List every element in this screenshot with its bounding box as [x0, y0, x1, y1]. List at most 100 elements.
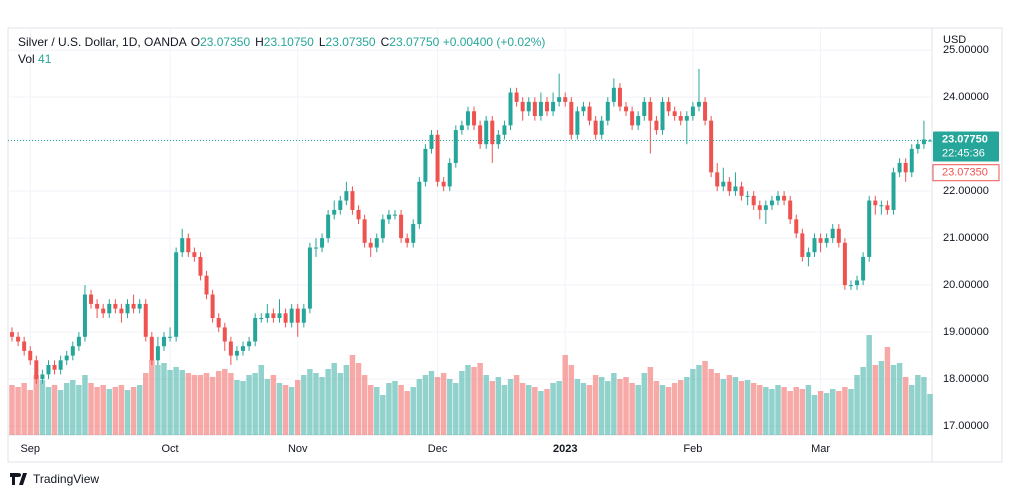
candle-body: [28, 350, 33, 361]
candle-body: [168, 336, 173, 338]
candle-body: [891, 172, 896, 210]
candle-body: [684, 115, 689, 121]
volume-bar: [386, 383, 392, 435]
y-tick-label: 19.00000: [943, 326, 989, 338]
candle-body: [526, 101, 531, 112]
candle-body: [155, 346, 160, 361]
volume-bar: [343, 365, 350, 435]
candle-body: [101, 308, 106, 314]
volume-bar: [750, 383, 757, 435]
volume-bar: [690, 369, 696, 435]
volume-bar: [209, 377, 216, 435]
x-tick-label: 2023: [553, 443, 577, 455]
volume-bar: [665, 387, 672, 435]
candle-body: [161, 336, 166, 347]
candle-body: [824, 238, 829, 243]
candle-body: [763, 205, 768, 210]
candle-body: [58, 360, 63, 370]
candle-body: [848, 285, 853, 287]
chart-frame: [7, 27, 1003, 463]
volume-bar: [167, 370, 173, 435]
candle-body: [52, 364, 57, 370]
volume-bar: [902, 377, 909, 435]
volume-bar: [829, 389, 836, 435]
volume-bar: [598, 377, 605, 435]
volume-bar: [507, 379, 514, 435]
candle-body: [313, 247, 318, 249]
volume-bar: [586, 385, 593, 435]
volume-bar: [88, 383, 94, 435]
ohlc-key: C: [380, 35, 390, 49]
candle-body: [350, 191, 355, 210]
volume-bar: [319, 377, 325, 435]
volume-bar: [459, 371, 465, 435]
candle-body: [709, 120, 714, 173]
candle-body: [599, 120, 604, 135]
candle-body: [356, 209, 361, 220]
candle-body: [338, 200, 343, 210]
volume-bar: [629, 383, 635, 435]
volume-bar: [671, 383, 678, 435]
volume-bar: [39, 380, 46, 435]
candle-body: [806, 252, 811, 257]
volume-bar: [130, 387, 137, 435]
candle-body: [453, 130, 458, 163]
volume-bar: [623, 377, 629, 435]
candle-body: [253, 318, 258, 342]
x-tick-label: Sep: [20, 443, 40, 455]
candle-body: [873, 200, 878, 206]
candle-body: [222, 327, 227, 342]
candle-body: [836, 228, 841, 243]
candle-body: [131, 303, 136, 309]
volume-bar: [647, 367, 654, 435]
candle-body: [867, 200, 872, 257]
volume-bar: [380, 395, 386, 435]
candle-body: [666, 101, 671, 112]
candle-body: [648, 101, 653, 121]
candle-body: [915, 144, 920, 149]
volume-bar: [428, 371, 435, 435]
brand[interactable]: TradingView: [10, 472, 99, 486]
candle-body: [307, 247, 312, 309]
candle-body: [125, 303, 130, 314]
volume-bar: [349, 355, 356, 435]
candle-body: [76, 336, 81, 347]
candle-body: [301, 308, 306, 323]
volume-bar: [434, 377, 441, 435]
volume-bar: [222, 369, 228, 435]
volume-bar: [732, 377, 739, 435]
volume-bar: [288, 387, 295, 435]
volume-bar: [301, 375, 307, 435]
candle-body: [174, 252, 179, 337]
volume-bar: [617, 379, 623, 435]
candle-body: [478, 125, 483, 145]
candle-body: [459, 125, 464, 131]
candle-body: [271, 313, 276, 319]
volume-bar: [325, 369, 331, 435]
volume-bar: [562, 355, 568, 435]
volume-layer: [9, 335, 933, 435]
volume-bar: [896, 363, 903, 435]
volume-bar: [532, 387, 538, 435]
volume-bar: [355, 363, 362, 435]
y-tick-label: 20.00000: [943, 279, 989, 291]
volume-bar: [228, 373, 234, 435]
volume-bar: [860, 367, 866, 435]
candle-body: [149, 336, 154, 361]
candle-body: [630, 111, 635, 126]
ohlc-key: O: [190, 35, 201, 49]
candle-body: [435, 134, 440, 182]
candle-body: [751, 195, 756, 206]
candle-body: [800, 233, 805, 257]
candle-body: [885, 205, 890, 210]
volume-bar: [465, 365, 471, 435]
candle-body: [119, 308, 124, 314]
volume-bar: [471, 367, 477, 435]
candle-body: [861, 256, 866, 281]
volume-bar: [684, 377, 690, 435]
candle-body: [46, 364, 51, 375]
volume-bar: [678, 380, 684, 435]
candle-body: [441, 181, 446, 187]
volume-bar: [374, 387, 380, 435]
